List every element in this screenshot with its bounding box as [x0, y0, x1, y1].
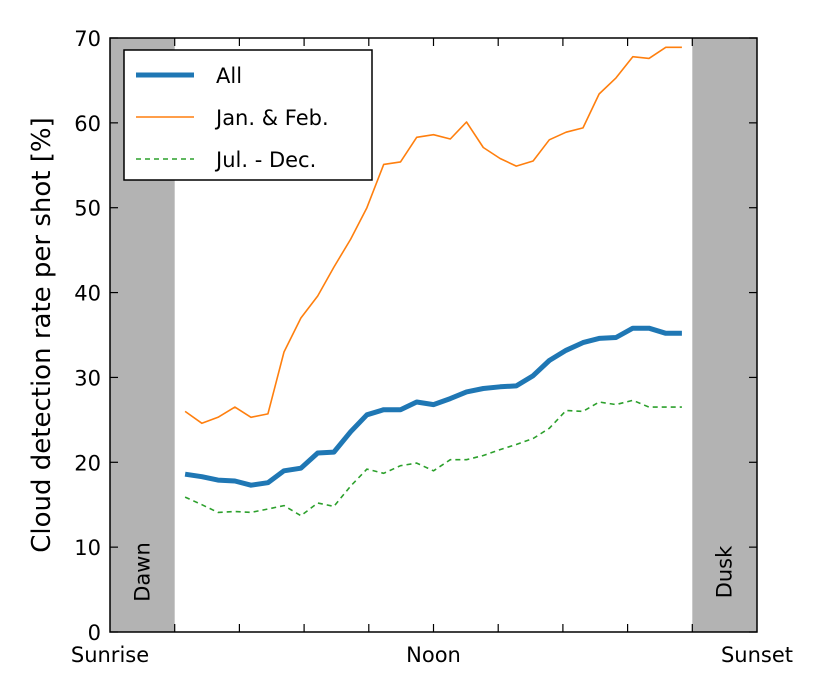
- legend-label-1: All: [216, 64, 242, 88]
- series-line-1: [184, 325, 682, 488]
- y-axis-title: Cloud detection rate per shot [%]: [27, 117, 57, 553]
- y-tick-label: 50: [74, 197, 101, 221]
- y-tick-label: 20: [74, 451, 101, 475]
- y-tick-label: 70: [74, 27, 101, 51]
- series-line-3: [184, 399, 682, 517]
- x-tick-label-sunrise: Sunrise: [71, 643, 149, 667]
- x-axis: Sunrise Noon Sunset: [71, 38, 793, 667]
- y-tick-label: 0: [88, 621, 101, 645]
- y-axis: 0 10 20 30 40 50 60 70: [74, 27, 757, 645]
- band-label-dusk: Dusk: [713, 545, 737, 598]
- y-tick-label: 30: [74, 366, 101, 390]
- x-tick-label-noon: Noon: [406, 643, 461, 667]
- series-line-2: [184, 46, 682, 425]
- legend: All Jan. & Feb. Jul. - Dec.: [123, 49, 373, 181]
- band-label-dawn: Dawn: [130, 542, 154, 602]
- y-tick-label: 40: [74, 282, 101, 306]
- y-tick-label: 10: [74, 536, 101, 560]
- legend-label-2: Jan. & Feb.: [214, 106, 329, 130]
- series-lines: [184, 46, 682, 517]
- legend-label-3: Jul. - Dec.: [214, 148, 316, 172]
- band-dusk: [692, 38, 757, 632]
- y-tick-label: 60: [74, 112, 101, 136]
- x-tick-label-sunset: Sunset: [721, 643, 793, 667]
